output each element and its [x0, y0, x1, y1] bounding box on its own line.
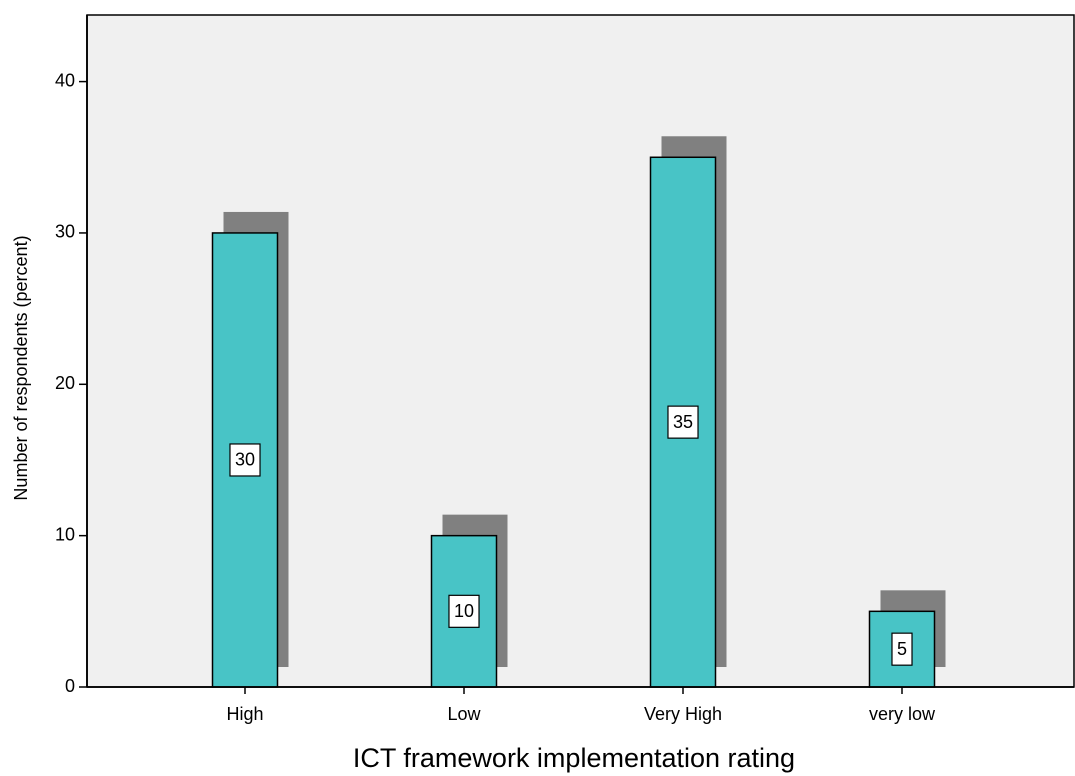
x-tick-label: Low — [447, 704, 481, 724]
y-tick-label: 20 — [55, 373, 75, 393]
x-axis-title: ICT framework implementation rating — [353, 743, 795, 773]
y-tick-label: 10 — [55, 524, 75, 544]
x-tick-label: Very High — [644, 704, 722, 724]
x-tick-label: High — [226, 704, 263, 724]
y-tick-label: 30 — [55, 222, 75, 242]
data-label: 10 — [454, 601, 474, 621]
data-label: 30 — [235, 450, 255, 470]
data-label-box — [891, 632, 913, 666]
data-label: 5 — [897, 639, 907, 659]
y-axis-title: Number of respondents (percent) — [11, 235, 31, 500]
data-label-box — [448, 594, 480, 628]
data-label: 35 — [673, 412, 693, 432]
x-tick-label: very low — [869, 704, 936, 724]
data-label-box — [667, 405, 699, 439]
y-tick-label: 40 — [55, 70, 75, 90]
data-label-box — [229, 443, 261, 477]
y-tick-label: 0 — [65, 676, 75, 696]
